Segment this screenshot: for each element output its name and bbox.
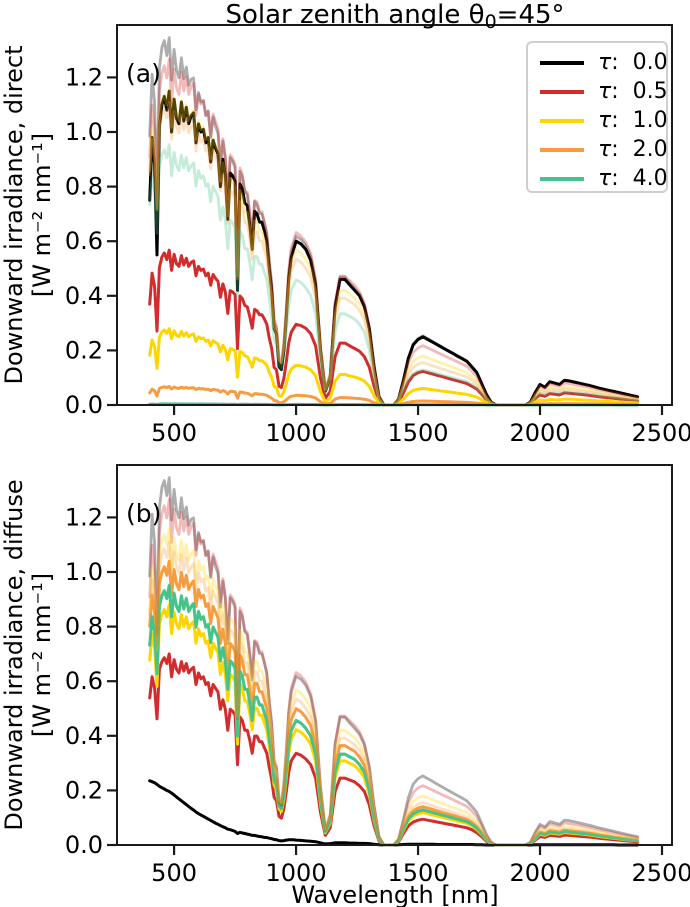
legend-item-tau-0.0: τ: 0.0 xyxy=(540,48,668,77)
title-subscript: 0 xyxy=(485,11,497,33)
y-tick-label: 0.2 xyxy=(65,336,103,364)
curve-global-faint-tau-1 xyxy=(148,87,639,407)
legend-item-tau-1.0: τ: 1.0 xyxy=(540,106,668,135)
legend-line-swatch-green xyxy=(540,176,584,181)
legend-label: τ: 0.0 xyxy=(598,50,668,75)
y-tick-label: 0.8 xyxy=(65,173,103,201)
legend-label: τ: 1.0 xyxy=(598,108,668,133)
y-tick-label: 0.2 xyxy=(65,776,103,804)
curve-global-faint-tau-4 xyxy=(148,583,639,847)
panel-a-ylabel-line2: [W m⁻² nm⁻¹] xyxy=(28,133,56,297)
x-tick-label: 2000 xyxy=(509,419,570,447)
legend: τ: 0.0 τ: 0.5 τ: 1.0 τ: 2.0 τ: 4.0 xyxy=(526,41,668,193)
curve-global-faint-tau-0.5 xyxy=(148,497,639,847)
curve-global-faint-tau-0 xyxy=(148,476,639,847)
y-tick-label: 0.6 xyxy=(65,667,103,695)
x-tick-label: 500 xyxy=(151,419,197,447)
x-tick-label: 1000 xyxy=(266,419,327,447)
tau-symbol: τ xyxy=(598,79,612,104)
tau-symbol: τ xyxy=(598,166,612,191)
curve-global-faint-tau-4 xyxy=(148,143,639,407)
legend-label: τ: 0.5 xyxy=(598,79,668,104)
panel-a-ticks: 500 1000 1500 2000 2500 0.0 0.2 0.4 0.6 0.8 1.0 1.2 xyxy=(65,63,690,447)
y-tick-label: 0.4 xyxy=(65,722,103,750)
panel-b-ylabel-line2: [W m⁻² nm⁻¹] xyxy=(28,573,56,737)
y-tick-label: 1.2 xyxy=(65,63,103,91)
chart-title: Solar zenith angle θ0=45° xyxy=(225,0,564,33)
xaxis-label: Wavelength [nm] xyxy=(291,881,498,907)
x-tick-label: 500 xyxy=(151,859,197,887)
curve-diffuse-tau-4 xyxy=(148,584,640,847)
y-tick-label: 1.0 xyxy=(65,558,103,586)
x-tick-label: 2000 xyxy=(509,859,570,887)
panel-b-curves xyxy=(148,476,640,847)
y-tick-label: 1.0 xyxy=(65,118,103,146)
curve-global-faint-tau-2 xyxy=(148,101,639,407)
tau-symbol: τ xyxy=(598,137,612,162)
x-tick-label: 1000 xyxy=(266,859,327,887)
legend-item-tau-2.0: τ: 2.0 xyxy=(540,135,668,164)
panel-a-letter: (a) xyxy=(126,59,161,88)
x-tick-label: 2500 xyxy=(631,859,690,887)
curve-direct-tau-0 xyxy=(148,89,640,407)
curve-global-faint-tau-0 xyxy=(148,36,639,407)
panel-a-ylabel-line1: Downward irradiance, direct xyxy=(0,46,28,385)
legend-item-tau-4.0: τ: 4.0 xyxy=(540,164,668,193)
legend-item-tau-0.5: τ: 0.5 xyxy=(540,77,668,106)
legend-line-swatch-black xyxy=(540,60,584,65)
panel-b-ylabel-line1: Downward irradiance, diffuse xyxy=(0,479,28,830)
y-tick-label: 0.8 xyxy=(65,613,103,641)
legend-line-swatch-red xyxy=(540,89,584,94)
curve-diffuse-tau-0.5 xyxy=(148,652,640,847)
legend-line-swatch-yellow xyxy=(540,118,584,123)
curve-global-faint-tau-2 xyxy=(148,541,639,847)
panel-b-axes-frame xyxy=(116,464,673,846)
tau-symbol: τ xyxy=(598,108,612,133)
y-tick-label: 0.0 xyxy=(65,391,103,419)
x-tick-label: 1500 xyxy=(388,419,449,447)
y-tick-label: 0.0 xyxy=(65,831,103,859)
legend-label: τ: 2.0 xyxy=(598,137,668,162)
y-tick-label: 1.2 xyxy=(65,503,103,531)
y-tick-label: 0.6 xyxy=(65,227,103,255)
x-tick-label: 1500 xyxy=(388,859,449,887)
legend-label: τ: 4.0 xyxy=(598,166,668,191)
y-tick-label: 0.4 xyxy=(65,282,103,310)
x-tick-label: 2500 xyxy=(631,419,690,447)
curve-diffuse-tau-1 xyxy=(148,603,640,847)
curve-global-faint-tau-1 xyxy=(148,527,639,847)
tau-symbol: τ xyxy=(598,50,612,75)
panel-b-letter: (b) xyxy=(126,499,161,528)
panel-b-ticks: 500 1000 1500 2000 2500 0.0 0.2 0.4 0.6 0.8 1.0 1.2 xyxy=(65,503,690,887)
curve-global-faint-tau-0.5 xyxy=(148,57,639,407)
panel-a-axes-frame xyxy=(116,24,673,406)
legend-line-swatch-orange xyxy=(540,147,584,152)
